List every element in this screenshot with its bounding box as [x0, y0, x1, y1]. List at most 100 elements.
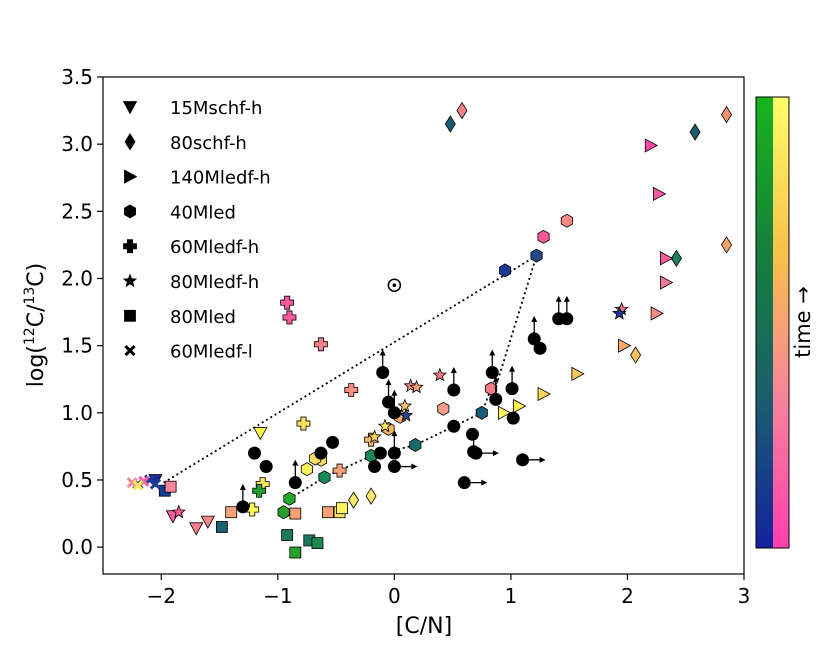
observation-point	[288, 476, 302, 490]
colorbar-right-strip	[773, 97, 789, 548]
legend-thin_diamond-icon	[124, 133, 136, 151]
data-point	[721, 236, 732, 254]
legend-item: 60Mledf-l	[124, 342, 253, 363]
ylabel-mid: C/	[24, 304, 49, 327]
observation-point	[485, 366, 499, 380]
legend-label: 80Mled	[170, 307, 236, 328]
data-point	[365, 487, 377, 505]
x-tick-label: 3	[738, 584, 751, 608]
ylabel-sup1: 12	[22, 327, 38, 345]
observation-point	[326, 435, 340, 449]
legend-hexagon-icon	[124, 204, 137, 219]
data-point	[189, 522, 204, 536]
y-tick-label: 3.0	[61, 132, 93, 156]
series-observations	[236, 295, 574, 514]
data-point	[289, 546, 302, 559]
series-60Mledf-l	[126, 474, 162, 491]
data-point	[498, 405, 512, 420]
data-point	[283, 491, 296, 506]
series-80Mled	[158, 480, 348, 559]
data-point	[311, 537, 324, 550]
data-point	[560, 213, 573, 228]
legend-tri_down-icon	[122, 101, 138, 115]
plot-frame	[102, 76, 745, 575]
data-point	[200, 515, 216, 529]
observation-point	[373, 446, 387, 460]
data-point	[253, 427, 268, 441]
x-tick-label: −2	[147, 584, 176, 608]
legend-item: 15Mschf-h	[122, 98, 262, 119]
x-tick-label: 0	[388, 584, 401, 608]
data-point	[456, 101, 468, 120]
data-point	[650, 306, 664, 321]
data-point	[336, 502, 348, 515]
observation-point	[552, 312, 566, 326]
legend-item: 60Mledf-h	[123, 237, 259, 258]
data-point	[444, 115, 456, 133]
observation-point	[387, 406, 401, 420]
legend-label: 15Mschf-h	[170, 98, 262, 119]
data-point	[164, 480, 177, 493]
data-point	[537, 229, 550, 244]
data-point	[332, 463, 347, 478]
y-tick-label: 0.5	[61, 468, 93, 492]
observation-point	[314, 446, 328, 460]
data-point	[409, 379, 424, 394]
ylabel-sup2: 13	[22, 287, 38, 305]
series-40Mled	[277, 213, 573, 520]
data-markers	[126, 101, 732, 559]
data-point	[377, 418, 393, 433]
legend-square-icon	[124, 309, 136, 322]
data-point	[644, 138, 659, 153]
data-point	[126, 477, 138, 489]
legend-item: 80schf-h	[124, 133, 247, 154]
data-point	[618, 338, 632, 353]
data-point	[289, 507, 302, 520]
y-tick-label: 2.5	[61, 199, 93, 223]
series-60Mledf-h	[245, 295, 378, 517]
legend-item: 140Mledf-h	[124, 168, 271, 189]
data-point	[689, 123, 701, 141]
data-point	[149, 478, 162, 490]
data-point	[397, 398, 413, 413]
data-point	[225, 506, 238, 519]
series-140Mledf-h	[498, 138, 674, 420]
legend-label: 60Mledf-h	[170, 237, 259, 258]
observation-point	[236, 500, 250, 514]
data-point	[721, 105, 732, 124]
data-point	[280, 295, 295, 310]
ylabel-post: C)	[24, 263, 49, 287]
data-point	[437, 401, 450, 416]
observation-point	[376, 366, 390, 380]
data-point	[277, 505, 290, 520]
data-point	[282, 310, 297, 325]
y-tick-label: 1.0	[61, 401, 93, 425]
observation-point	[469, 446, 483, 460]
data-point	[367, 429, 382, 444]
data-point	[296, 416, 311, 431]
y-tick-label: 2.0	[61, 266, 93, 290]
legend-label: 80Mledf-h	[170, 272, 259, 293]
data-point	[322, 506, 334, 519]
data-point	[348, 491, 360, 509]
observation-point	[505, 382, 519, 396]
data-point	[314, 337, 328, 352]
colorbar-title: time →	[791, 286, 815, 358]
legend-star-icon	[122, 273, 138, 288]
data-point	[432, 367, 448, 382]
legend-label: 40Mled	[170, 202, 236, 223]
y-axis-ticks: 0.0 0.5 1.0 1.5 2.0 2.5 3.0 3.5	[61, 65, 103, 559]
data-point	[499, 263, 512, 278]
data-point	[281, 529, 294, 541]
data-point	[612, 305, 627, 320]
observation-point	[382, 395, 396, 409]
data-point	[344, 383, 359, 397]
observation-point	[506, 411, 520, 425]
data-point	[398, 407, 414, 422]
observation-point	[447, 419, 461, 433]
legend-x-icon	[124, 345, 136, 357]
data-point	[318, 470, 331, 485]
data-point	[409, 438, 422, 452]
legend-item: 80Mledf-h	[122, 272, 259, 293]
